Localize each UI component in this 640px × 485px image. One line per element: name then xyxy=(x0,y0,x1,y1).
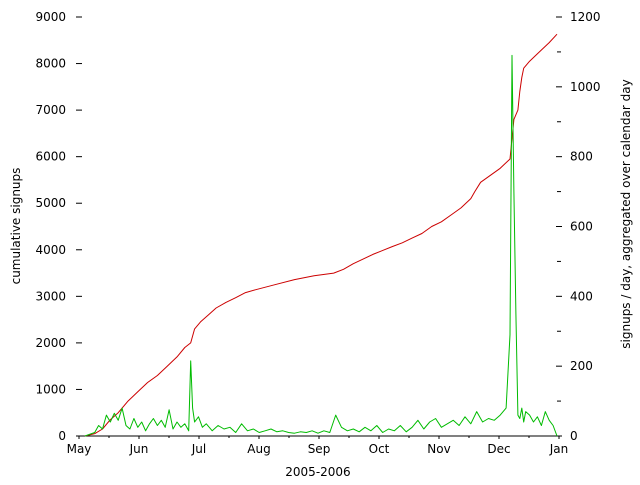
y-left-tick-label: 5000 xyxy=(35,196,66,210)
x-tick-label: Jul xyxy=(191,442,206,456)
x-tick-label: Dec xyxy=(487,442,510,456)
x-tick-label: Sep xyxy=(308,442,331,456)
series-layer xyxy=(84,33,558,437)
y-right-tick-label: 400 xyxy=(570,289,593,303)
y-left-tick-label: 6000 xyxy=(35,150,66,164)
x-tick-label: Aug xyxy=(247,442,270,456)
y-axis-left: 0 1000 2000 3000 4000 5000 6000 7000 8000 9000 xyxy=(35,10,82,443)
y-axis-right: 0 200 400 600 800 1000 1200 xyxy=(556,10,601,443)
y-right-tick-label: 200 xyxy=(570,359,593,373)
x-tick-label: Jun xyxy=(129,442,149,456)
y-right-tick-label: 1000 xyxy=(570,80,601,94)
y-right-tick-label: 600 xyxy=(570,220,593,234)
y-left-tick-label: 1000 xyxy=(35,382,66,396)
y-left-tick-label: 8000 xyxy=(35,57,66,71)
y-left-tick-label: 2000 xyxy=(35,336,66,350)
y-right-tick-label: 0 xyxy=(570,429,578,443)
cumulative-signups-line xyxy=(84,33,558,437)
y-left-tick-label: 0 xyxy=(58,429,66,443)
x-axis-label: 2005-2006 xyxy=(285,465,350,479)
daily-signups-line xyxy=(84,54,558,437)
x-axis: May Jun Jul Aug Sep Oct Nov Dec Jan xyxy=(67,435,569,456)
y-axis-right-label: signups / day, aggregated over calendar … xyxy=(619,79,633,348)
y-right-tick-label: 1200 xyxy=(570,10,601,24)
x-tick-label: Oct xyxy=(369,442,390,456)
x-tick-label: Jan xyxy=(549,442,569,456)
x-tick-label: Nov xyxy=(427,442,450,456)
x-tick-label: May xyxy=(67,442,92,456)
y-right-tick-label: 800 xyxy=(570,150,593,164)
y-left-tick-label: 4000 xyxy=(35,243,66,257)
y-left-tick-label: 3000 xyxy=(35,289,66,303)
y-left-tick-label: 7000 xyxy=(35,103,66,117)
y-axis-left-label: cumulative signups xyxy=(9,168,23,285)
y-left-tick-label: 9000 xyxy=(35,10,66,24)
